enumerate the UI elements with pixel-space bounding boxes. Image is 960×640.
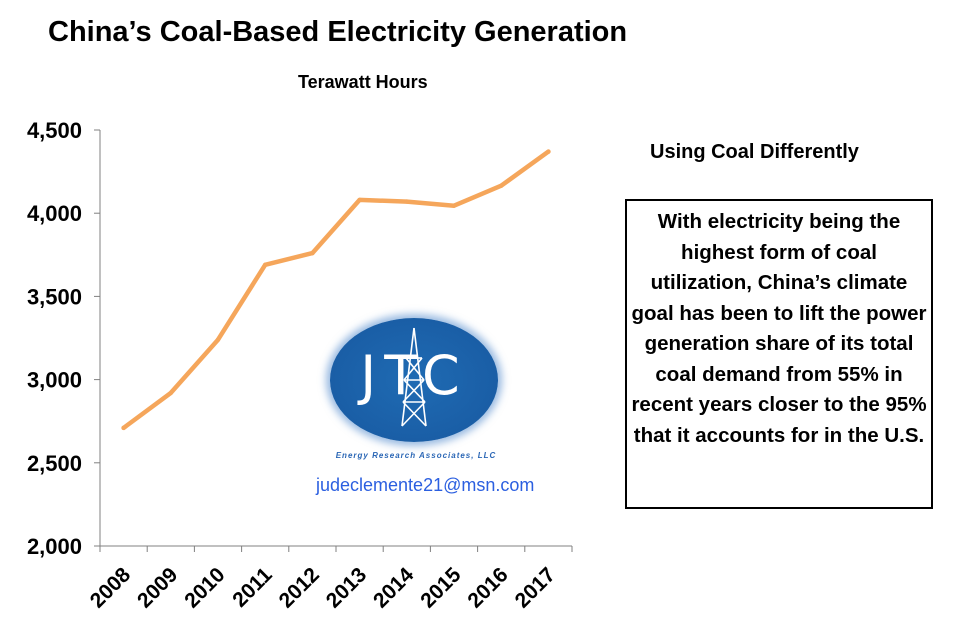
- data-point: [499, 183, 504, 188]
- x-tick-label: 2017: [511, 563, 560, 612]
- y-tick-label: 3,000: [27, 368, 82, 393]
- data-point: [121, 425, 126, 431]
- series-line: [121, 149, 551, 431]
- x-tick-label: 2008: [86, 563, 136, 613]
- oil-derrick-icon: [401, 327, 427, 427]
- data-point: [310, 250, 315, 256]
- logo-letters: JTC: [360, 344, 468, 407]
- x-tick-label: 2016: [463, 563, 512, 612]
- data-point: [404, 199, 409, 204]
- y-tick-label: 4,000: [27, 201, 82, 226]
- jtc-logo: JTC Energy Research Associates, LLC jude…: [316, 318, 535, 498]
- x-tick-label: 2010: [180, 563, 229, 612]
- sidebar-text-box: With electricity being the highest form …: [625, 199, 933, 509]
- data-point: [546, 149, 551, 154]
- logo-email: judeclemente21@msn.com: [316, 475, 535, 495]
- sidebar-heading: Using Coal Differently: [650, 141, 859, 163]
- y-tick-label: 2,000: [27, 534, 82, 559]
- data-point: [168, 390, 173, 396]
- x-tick-label: 2011: [228, 563, 277, 612]
- y-tick-label: 4,500: [27, 118, 82, 143]
- logo-company-name: Energy Research Associates, LLC: [335, 451, 497, 460]
- x-tick-label: 2012: [275, 563, 324, 612]
- sidebar-text: With electricity being the highest form …: [631, 210, 927, 447]
- y-tick-label: 3,500: [27, 284, 82, 309]
- x-tick-label: 2009: [133, 563, 182, 612]
- chart-title: China’s Coal-Based Electricity Generatio…: [48, 16, 628, 48]
- x-tick-label: 2015: [416, 563, 466, 613]
- chart-subtitle: Terawatt Hours: [298, 72, 428, 92]
- data-point: [215, 337, 221, 342]
- data-point: [357, 197, 362, 203]
- line-chart: 2,0002,5003,0003,5004,0004,5002008200920…: [27, 118, 573, 613]
- x-tick-label: 2014: [369, 563, 419, 613]
- data-point: [263, 262, 268, 267]
- y-tick-label: 2,500: [27, 451, 82, 476]
- data-point: [451, 203, 457, 208]
- x-tick-label: 2013: [322, 563, 371, 612]
